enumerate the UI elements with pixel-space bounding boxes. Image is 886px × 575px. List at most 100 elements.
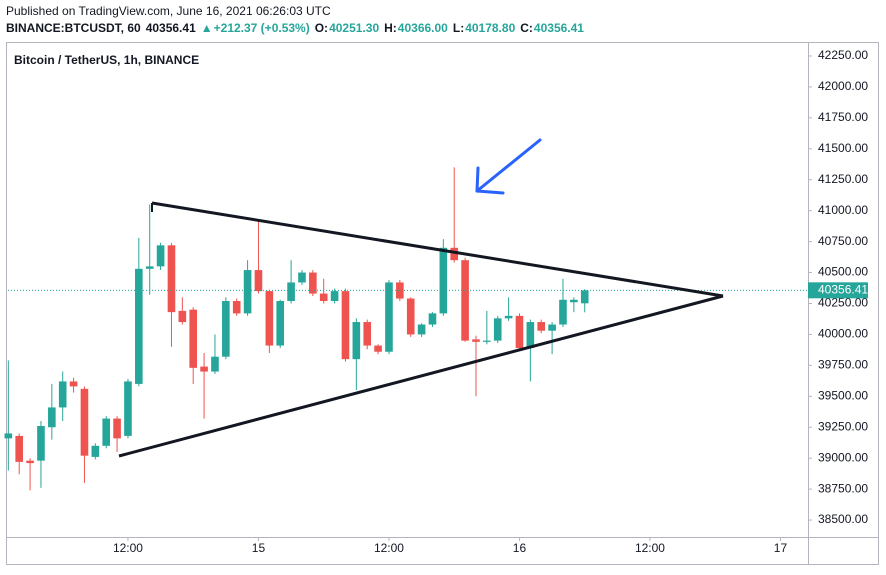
candle-body [222, 301, 230, 357]
y-tick-label: 38750.00 [818, 481, 868, 495]
candle-body [211, 356, 219, 372]
candle-body [91, 445, 100, 457]
plot [4, 167, 808, 491]
info-text: 40356.41 [146, 21, 196, 35]
info-text: 40178.80 [465, 21, 515, 35]
candle-body [4, 433, 13, 439]
candle-body [37, 425, 45, 461]
x-tick-label: 15 [252, 541, 266, 555]
info-text: 40366.00 [398, 21, 448, 35]
info-text: +212.37 (+0.53%) [214, 21, 310, 35]
chart-title: Bitcoin / TetherUS, 1h, BINANCE [14, 53, 199, 67]
candle-body [124, 381, 132, 436]
candle-body [428, 313, 437, 325]
candle-body [69, 381, 78, 387]
y-tick-label: 39250.00 [818, 419, 868, 433]
candle-body [26, 460, 34, 464]
y-tick-label: 40750.00 [818, 234, 868, 248]
last-price-box [808, 282, 868, 299]
candle-body [493, 318, 502, 341]
candle-body [341, 291, 350, 360]
y-tick-label: 41500.00 [818, 141, 868, 155]
candle-body [189, 309, 198, 368]
x-tick-label: 12:00 [374, 541, 404, 555]
candle-body [58, 381, 67, 408]
arrow [475, 138, 542, 195]
candle-body [396, 282, 404, 299]
candle-body [276, 301, 285, 346]
y-tick-label: 41250.00 [818, 172, 868, 186]
y-tick-label: 38500.00 [818, 512, 868, 526]
info-text: C: [520, 21, 533, 35]
candle-body [178, 310, 187, 323]
x-tick-label: 12:00 [635, 541, 665, 555]
candle-body [450, 247, 459, 261]
drawings [118, 138, 724, 458]
y-tick-label: 40500.00 [818, 265, 868, 279]
x-tick-label: 17 [774, 541, 788, 555]
candle-body [15, 435, 24, 462]
candle-body [363, 322, 372, 346]
info-text: ▲ [201, 21, 213, 35]
candle-body [537, 322, 546, 331]
trend-line [151, 201, 724, 298]
candle-body [319, 293, 328, 302]
info-text: 40356.41 [534, 21, 584, 35]
y-tick-label: 39000.00 [818, 450, 868, 464]
candle-body [113, 418, 121, 439]
candle-body [472, 339, 480, 342]
symbol-info: BINANCE:BTCUSDT, 60 40356.41 ▲ +212.37 (+0.… [6, 21, 584, 35]
candle-body [200, 366, 208, 372]
info-text: 40251.30 [329, 21, 379, 35]
info-text: L: [453, 21, 464, 35]
candle-body [570, 299, 578, 303]
x-tick-label: 16 [513, 541, 527, 555]
y-tick-label: 41000.00 [818, 203, 868, 217]
candle-body [330, 291, 339, 302]
candle-body [526, 322, 535, 349]
y-tick-label: 39500.00 [818, 388, 868, 402]
candle-body [243, 270, 252, 314]
candle-body [385, 282, 393, 352]
candle-body [461, 260, 469, 341]
y-tick-label: 42000.00 [818, 79, 868, 93]
candle-body [287, 282, 295, 302]
candle-body [298, 272, 306, 283]
candle-body [265, 291, 274, 346]
info-text: BINANCE:BTCUSDT, 60 [6, 21, 141, 35]
candle-body [309, 272, 317, 294]
candle-body [135, 268, 143, 384]
chart-frame [6, 42, 879, 565]
candle-body [232, 301, 241, 314]
last-price-label: 40356.41 [818, 282, 868, 296]
y-tick-label: 41750.00 [818, 110, 868, 124]
y-tick-label: 40250.00 [818, 296, 868, 310]
candle-body [439, 247, 448, 314]
candle-body [417, 324, 426, 335]
candle-body [504, 315, 513, 319]
candle-body [352, 322, 361, 360]
candle-body [80, 388, 89, 456]
trend-line [118, 294, 724, 458]
candle-body [254, 270, 263, 292]
y-tick-label: 39750.00 [818, 358, 868, 372]
published-line: Published on TradingView.com, June 16, 2… [6, 4, 331, 18]
x-tick-label: 12:00 [113, 541, 143, 555]
candle-body [406, 298, 415, 335]
candle-body [156, 245, 165, 267]
candle-body [483, 340, 491, 342]
candle-body [167, 245, 176, 313]
candle-body [374, 345, 382, 352]
y-tick-label: 40000.00 [818, 327, 868, 341]
candle-body [580, 290, 589, 304]
candle-body [48, 407, 56, 428]
candle-body [548, 324, 556, 331]
y-tick-label: 42250.00 [818, 48, 868, 62]
info-text: O: [315, 21, 328, 35]
candle-body [102, 418, 111, 446]
candle-body [145, 266, 154, 269]
candle-body [559, 299, 567, 325]
info-text: H: [384, 21, 397, 35]
candle-body [515, 315, 524, 349]
